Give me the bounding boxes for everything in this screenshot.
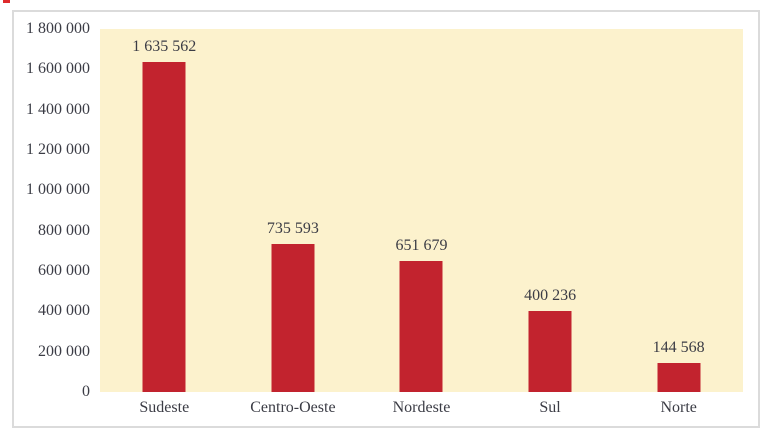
y-tick-label: 800 000 <box>38 221 90 239</box>
bar-centro-oeste <box>271 243 315 392</box>
category-label-sudeste: Sudeste <box>139 399 190 416</box>
bar-slot-sul: 400 236 <box>486 29 615 392</box>
plot-area: 1 635 562 735 593 651 679 400 236 144 568 <box>100 29 743 392</box>
y-tick-label: 400 000 <box>38 302 90 320</box>
bar-slot-norte: 144 568 <box>614 29 743 392</box>
bar-slot-centro-oeste: 735 593 <box>229 29 358 392</box>
category-label-nordeste: Nordeste <box>392 399 451 416</box>
value-label-centro-oeste: 735 593 <box>266 219 319 237</box>
category-label-sul: Sul <box>539 399 561 416</box>
value-label-norte: 144 568 <box>652 338 705 356</box>
bar-sul <box>528 311 572 392</box>
y-tick-label: 1 400 000 <box>26 100 90 118</box>
bar-sudeste <box>142 62 186 392</box>
value-label-sul: 400 236 <box>524 287 577 305</box>
value-label-nordeste: 651 679 <box>395 236 448 254</box>
corner-artifact <box>3 0 10 3</box>
y-tick-label: 1 200 000 <box>26 141 90 158</box>
y-tick-label: 600 000 <box>38 262 90 279</box>
value-label-sudeste: 1 635 562 <box>132 38 197 56</box>
category-label-centro-oeste: Centro-Oeste <box>250 399 336 416</box>
bar-slot-nordeste: 651 679 <box>357 29 486 392</box>
category-label-norte: Norte <box>660 399 697 416</box>
y-tick-label: 1 000 000 <box>26 181 90 199</box>
chart-card: 1 800 000 1 600 000 1 400 000 1 200 000 1 00… <box>12 10 760 428</box>
y-tick-label: 200 000 <box>38 342 90 360</box>
y-tick-label: 1 600 000 <box>26 60 90 78</box>
y-tick-label: 1 800 000 <box>26 20 90 37</box>
bar-nordeste <box>399 260 443 392</box>
y-axis: 1 800 000 1 600 000 1 400 000 1 200 000 1 00… <box>14 12 100 426</box>
bar-norte <box>657 362 701 392</box>
x-axis: Sudeste Centro-Oeste Nordeste Sul Norte <box>100 398 743 422</box>
y-tick-label: 0 <box>82 383 90 400</box>
bar-slot-sudeste: 1 635 562 <box>100 29 229 392</box>
